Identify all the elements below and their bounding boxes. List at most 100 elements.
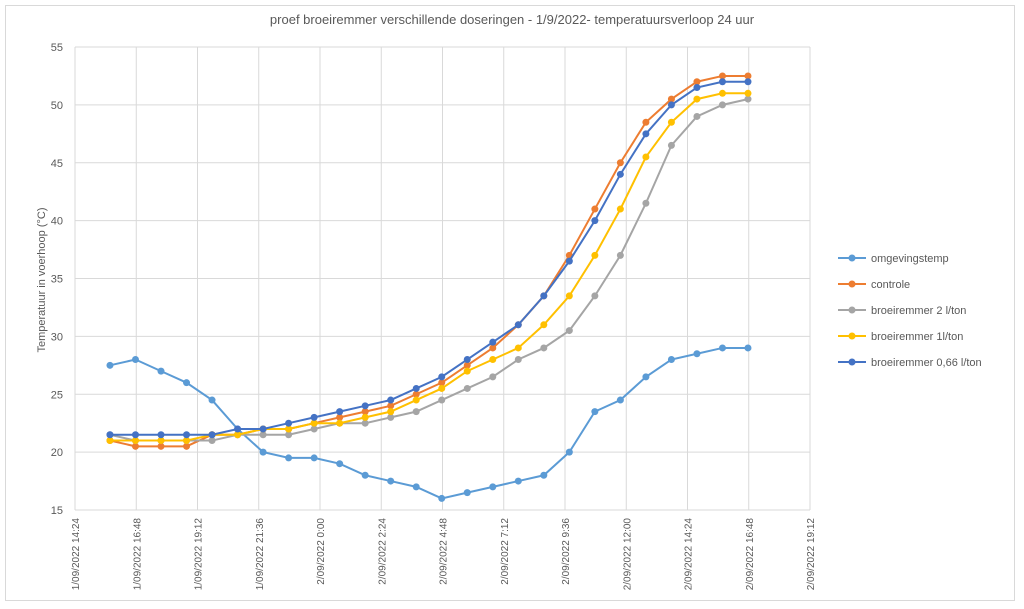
- x-tick-label: 2/09/2022 16:48: [745, 518, 756, 591]
- data-point: [106, 431, 114, 439]
- data-point: [718, 72, 726, 80]
- data-point: [412, 408, 420, 416]
- data-point: [361, 408, 369, 416]
- legend-label: broeiremmer 1l/ton: [871, 331, 963, 343]
- data-point: [361, 471, 369, 479]
- y-tick-label: 25: [51, 389, 63, 401]
- data-point: [667, 141, 675, 149]
- data-point: [514, 344, 522, 352]
- series-line: [109, 74, 748, 448]
- data-point: [718, 101, 726, 109]
- data-point: [234, 431, 242, 439]
- data-point: [438, 396, 446, 404]
- legend-marker: [848, 332, 856, 340]
- data-point: [157, 431, 165, 439]
- data-point: [514, 321, 522, 329]
- data-point: [310, 425, 318, 433]
- data-point: [693, 95, 701, 103]
- data-point: [514, 356, 522, 364]
- data-point: [438, 373, 446, 381]
- series-group: [106, 72, 752, 502]
- data-point: [361, 419, 369, 427]
- chart-frame: [5, 5, 1015, 601]
- data-point: [718, 344, 726, 352]
- x-tick-label: 2/09/2022 0:00: [316, 518, 327, 585]
- legend-label: broeiremmer 2 l/ton: [871, 305, 966, 317]
- data-point: [438, 494, 446, 502]
- legend-label: broeiremmer 0,66 l/ton: [871, 357, 982, 369]
- data-point: [540, 292, 548, 300]
- data-point: [565, 292, 573, 300]
- data-point: [361, 402, 369, 410]
- legend-marker: [848, 254, 856, 262]
- data-point: [642, 130, 650, 138]
- data-point: [514, 477, 522, 485]
- data-point: [667, 95, 675, 103]
- data-point: [565, 327, 573, 335]
- gridlines: [74, 46, 811, 511]
- data-point: [616, 170, 624, 178]
- data-point: [285, 425, 293, 433]
- x-tick-label: 2/09/2022 14:24: [684, 518, 695, 591]
- data-point: [642, 153, 650, 161]
- data-point: [412, 390, 420, 398]
- chart-title: proef broeiremmer verschillende dosering…: [270, 12, 755, 27]
- x-tick-label: 2/09/2022 12:00: [622, 518, 633, 591]
- legend: omgevingstemp controle broeiremmer 2 l/ton…: [838, 253, 982, 369]
- tick-labels: 15 20 25 30 35 40 45 50 55 1/09/2022 14:24 1/09/20…: [51, 42, 817, 590]
- data-point: [463, 356, 471, 364]
- data-point: [616, 205, 624, 213]
- data-point: [310, 419, 318, 427]
- data-point: [591, 408, 599, 416]
- data-point: [259, 425, 267, 433]
- series-broeiremmer-1l-ton: [106, 89, 752, 445]
- data-point: [489, 373, 497, 381]
- data-point: [208, 437, 216, 445]
- series-line: [109, 346, 748, 500]
- data-point: [387, 477, 395, 485]
- series-line: [109, 80, 748, 436]
- x-tick-label: 1/09/2022 21:36: [255, 518, 266, 591]
- data-point: [285, 431, 293, 439]
- data-point: [438, 379, 446, 387]
- x-tick-label: 2/09/2022 9:36: [561, 518, 572, 585]
- legend-marker: [848, 358, 856, 366]
- data-point: [463, 384, 471, 392]
- data-point: [540, 471, 548, 479]
- series-broeiremmer-0-66-l-ton: [106, 78, 752, 439]
- data-point: [744, 344, 752, 352]
- x-tick-label: 1/09/2022 19:12: [194, 518, 205, 591]
- data-point: [412, 384, 420, 392]
- legend-marker: [848, 280, 856, 288]
- data-point: [744, 78, 752, 86]
- data-point: [693, 112, 701, 120]
- data-point: [565, 257, 573, 265]
- series-line: [109, 98, 749, 442]
- data-point: [489, 356, 497, 364]
- data-point: [616, 159, 624, 167]
- data-point: [667, 101, 675, 109]
- data-point: [693, 350, 701, 358]
- data-point: [642, 118, 650, 126]
- data-point: [208, 431, 216, 439]
- series-omgevingstemp: [106, 344, 752, 502]
- data-point: [693, 84, 701, 92]
- data-point: [744, 72, 752, 80]
- data-point: [591, 205, 599, 213]
- data-point: [591, 217, 599, 225]
- data-point: [157, 437, 165, 445]
- x-tick-label: 2/09/2022 19:12: [806, 518, 817, 591]
- data-point: [183, 437, 191, 445]
- data-point: [387, 408, 395, 416]
- y-axis-label: Temperatuur in voerhoop (°C): [36, 207, 48, 352]
- data-point: [616, 251, 624, 259]
- data-point: [131, 431, 139, 439]
- y-tick-label: 15: [51, 505, 63, 517]
- data-point: [336, 408, 344, 416]
- y-tick-label: 55: [51, 42, 63, 54]
- data-point: [693, 78, 701, 86]
- data-point: [387, 396, 395, 404]
- data-point: [106, 437, 114, 445]
- data-point: [718, 78, 726, 86]
